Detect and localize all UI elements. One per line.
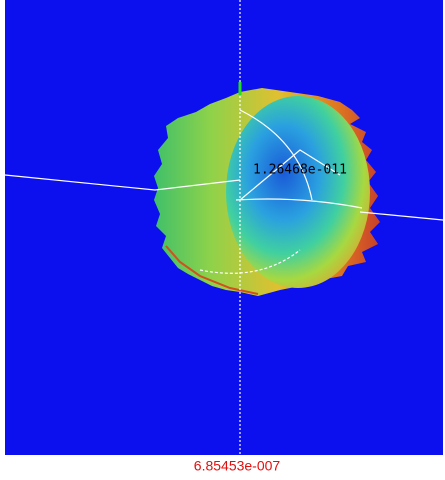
viewer: 1.26468e-011 6.85453e-007 — [0, 0, 445, 480]
inner-surface — [226, 96, 370, 288]
center-label: 1.26468e-011 — [253, 163, 347, 178]
footer-value: 6.85453e-007 — [194, 458, 281, 474]
